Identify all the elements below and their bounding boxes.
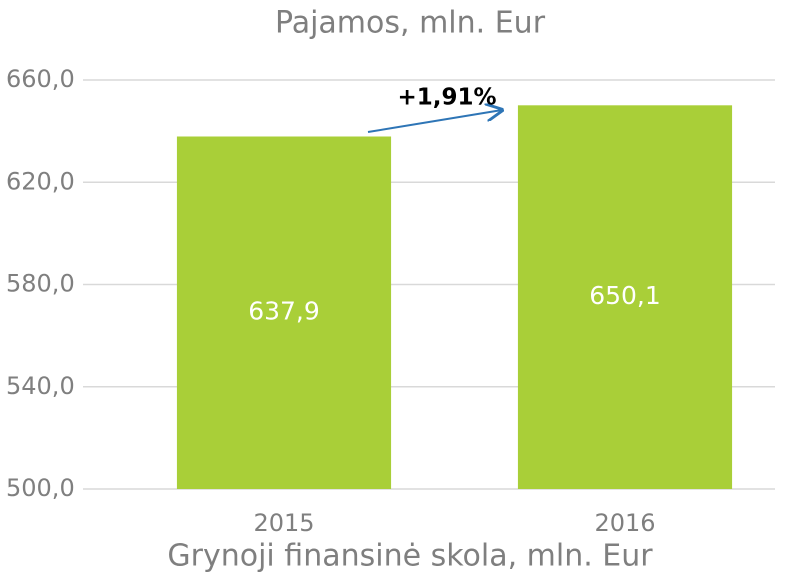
bar bbox=[176, 136, 392, 490]
x-tick-label: 2016 bbox=[594, 509, 655, 537]
plot-area: 500,0 540,0 580,0 620,0 660,0 2015 637,9 2016 65… bbox=[6, 65, 775, 537]
y-tick-label: 660,0 bbox=[6, 65, 75, 93]
x-tick-label: 2015 bbox=[253, 509, 314, 537]
chart-title: Pajamos, mln. Eur bbox=[275, 6, 546, 41]
y-tick-label: 540,0 bbox=[6, 372, 75, 400]
y-tick-label: 580,0 bbox=[6, 270, 75, 298]
annotation: +1,91% bbox=[397, 85, 496, 111]
arrow bbox=[367, 110, 502, 133]
data-label: 637,9 bbox=[248, 297, 320, 326]
x-axis-label: Grynoji finansinė skola, mln. Eur bbox=[167, 539, 653, 574]
data-label: 650,1 bbox=[589, 281, 661, 310]
y-tick-label: 620,0 bbox=[6, 167, 75, 195]
y-tick-label: 500,0 bbox=[6, 474, 75, 502]
bar bbox=[517, 105, 733, 489]
